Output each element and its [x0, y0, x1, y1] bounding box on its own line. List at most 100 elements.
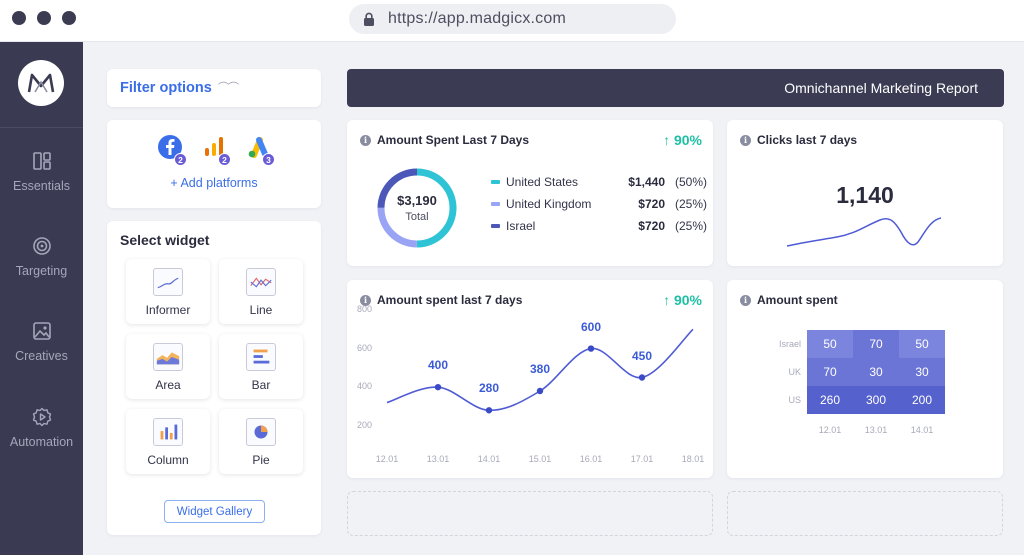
madgicx-logo[interactable] [18, 60, 64, 106]
legend-row-united-kingdom: United Kingdom $720 (25%) [491, 197, 707, 213]
google-ads-icon[interactable]: 3 [245, 134, 275, 166]
line-chart-card[interactable]: i Amount spent last 7 days ↑ 90% 800 600 4… [347, 280, 713, 478]
address-bar[interactable]: https://app.madgicx.com [349, 4, 676, 34]
lock-icon [364, 12, 374, 26]
widget-tile-column[interactable]: Column [126, 409, 210, 474]
line-point[interactable] [485, 407, 493, 414]
legend-row-united-states: United States $1,440 (50%) [491, 175, 707, 191]
legend-country: United Kingdom [506, 197, 592, 211]
line-widget-icon [246, 268, 276, 296]
x-tick-label: 18.01 [681, 454, 705, 464]
info-icon[interactable]: i [360, 294, 371, 306]
point-value-label: 400 [427, 358, 449, 373]
y-tick-label: 200 [357, 419, 373, 430]
automation-icon [32, 407, 51, 427]
heatmap-row-label: US [788, 395, 801, 405]
widget-label: Column [147, 453, 189, 467]
heatmap-cell[interactable]: 260 [807, 386, 853, 414]
line-point[interactable] [536, 387, 544, 395]
bar-widget-icon [246, 343, 276, 371]
clicks-sparkline [786, 217, 942, 247]
google-analytics-icon[interactable]: 2 [201, 134, 231, 166]
widget-tile-area[interactable]: Area [126, 334, 210, 399]
sidebar-item-essentials[interactable]: Essentials [0, 150, 83, 220]
donut-chart [377, 168, 457, 248]
facebook-icon[interactable]: 2 [157, 134, 187, 166]
heatmap-cell[interactable]: 70 [807, 358, 853, 386]
legend-value: $720 [638, 219, 665, 233]
heatmap-column-label: 12.01 [818, 425, 842, 435]
empty-widget-slot[interactable] [727, 491, 1003, 536]
essentials-icon [32, 152, 51, 170]
legend-value: $1,440 [628, 175, 665, 189]
widget-label: Pie [252, 453, 270, 467]
legend-value: $720 [638, 197, 665, 211]
donut-slice-united-kingdom [377, 168, 457, 248]
widget-tile-bar[interactable]: Bar [219, 334, 303, 399]
heatmap-cell[interactable]: 300 [853, 386, 899, 414]
info-icon[interactable]: i [740, 294, 751, 306]
heatmap-cell[interactable]: 200 [899, 386, 945, 414]
select-widget-panel: Select widget Informer Line Area Bar Col… [107, 221, 321, 535]
heatmap-cell[interactable]: 50 [899, 330, 945, 358]
x-tick-label: 16.01 [579, 454, 603, 464]
point-value-label: 600 [580, 319, 602, 334]
y-tick-label: 800 [357, 304, 373, 314]
window-close-dot[interactable] [12, 11, 26, 25]
donut-total-label: Total [405, 211, 429, 223]
platforms-panel: 2 2 3 + Add platforms [107, 120, 321, 208]
window-minimize-dot[interactable] [37, 11, 51, 25]
empty-widget-slot[interactable] [347, 491, 713, 536]
heatmap-cell[interactable]: 30 [899, 358, 945, 386]
heatmap-card[interactable]: i Amount spent Israel 50 70 50 UK 70 30 30 US 260… [727, 280, 1003, 478]
column-widget-icon [153, 418, 183, 446]
window-maximize-dot[interactable] [62, 11, 76, 25]
line-point[interactable] [587, 345, 595, 352]
y-tick-label: 600 [357, 342, 373, 353]
heatmap-cell[interactable]: 30 [853, 358, 899, 386]
info-icon[interactable]: i [740, 134, 751, 146]
url-text: https://app.madgicx.com [388, 10, 567, 27]
report-header: Omnichannel Marketing Report [347, 69, 1004, 107]
legend-swatch [491, 180, 500, 184]
line-point[interactable] [434, 383, 442, 391]
legend-swatch [491, 224, 500, 228]
platform-icons: 2 2 3 [157, 134, 275, 166]
widget-gallery-button[interactable]: Widget Gallery [164, 500, 265, 523]
widget-tile-line[interactable]: Line [219, 259, 303, 324]
heatmap-cell[interactable]: 70 [853, 330, 899, 358]
logo-icon [27, 73, 55, 93]
add-platforms-link[interactable]: + Add platforms [170, 176, 258, 190]
x-tick-label: 12.01 [375, 454, 399, 464]
point-value-label: 280 [478, 381, 500, 396]
sidebar-item-label: Creatives [15, 349, 68, 363]
informer-widget-icon [153, 268, 183, 296]
sidebar-item-targeting[interactable]: Targeting [0, 235, 83, 305]
sidebar-item-label: Automation [9, 435, 74, 449]
browser-chrome: https://app.madgicx.com [0, 0, 1024, 42]
donut-slice-israel [377, 168, 457, 248]
chevron-toggle-icon[interactable]: ⌒⌒ [218, 82, 239, 94]
info-icon[interactable]: i [360, 134, 371, 146]
heatmap-row-label: UK [788, 367, 801, 377]
amount-spent-card[interactable]: i Amount Spent Last 7 Days ↑ 90% $3,190 … [347, 120, 713, 266]
clicks-value: 1,140 [836, 182, 894, 208]
widget-tile-informer[interactable]: Informer [126, 259, 210, 324]
heatmap-column-label: 13.01 [864, 425, 888, 435]
x-tick-label: 14.01 [477, 454, 501, 464]
legend-country: Israel [506, 219, 536, 233]
clicks-card[interactable]: i Clicks last 7 days 1,140 [727, 120, 1003, 266]
heatmap-cell[interactable]: 50 [807, 330, 853, 358]
x-tick-label: 13.01 [426, 454, 450, 464]
sidebar-item-creatives[interactable]: Creatives [0, 320, 83, 390]
card-title-text: Amount spent last 7 days [377, 293, 523, 307]
x-tick-label: 15.01 [528, 454, 552, 464]
widget-tile-pie[interactable]: Pie [219, 409, 303, 474]
sidebar: Essentials Targeting Creatives Automatio… [0, 42, 83, 555]
platform-count-badge: 2 [218, 153, 231, 166]
sidebar-item-automation[interactable]: Automation [0, 406, 83, 476]
change-badge: ↑ 90% [663, 292, 702, 308]
legend-row-israel: Israel $720 (25%) [491, 219, 707, 235]
line-point[interactable] [638, 374, 646, 381]
filter-options-panel[interactable]: Filter options ⌒⌒ [107, 69, 321, 107]
